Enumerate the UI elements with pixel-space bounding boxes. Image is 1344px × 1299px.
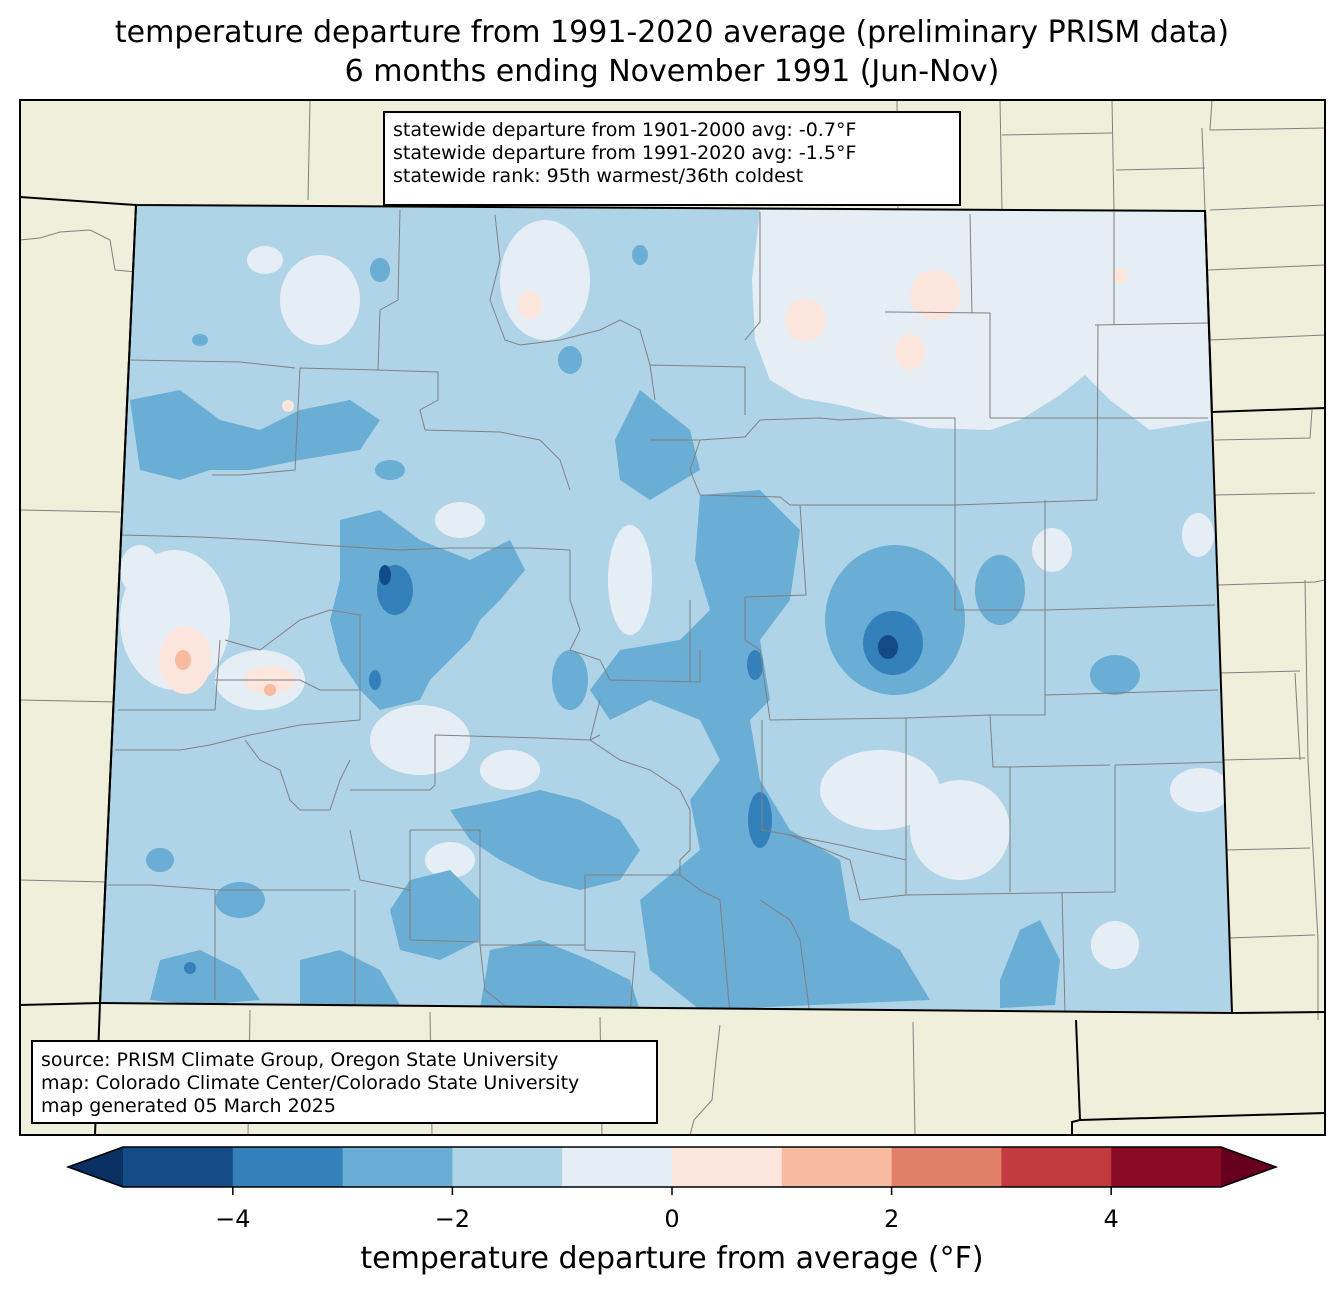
colorbar-bin-2 xyxy=(342,1147,453,1187)
credits-map: map: Colorado Climate Center/Colorado St… xyxy=(41,1072,580,1094)
colorbar-label: temperature departure from average (°F) xyxy=(360,1241,984,1276)
colorbar-bin-4 xyxy=(562,1147,673,1187)
colorbar-tick-label: 4 xyxy=(1103,1205,1119,1233)
colorbar-tick-label: 2 xyxy=(883,1205,900,1233)
colorbar-tick-label: 0 xyxy=(664,1205,680,1233)
credits-box: source: PRISM Climate Group, Oregon Stat… xyxy=(31,1040,658,1124)
colorbar-bin-7 xyxy=(891,1147,1002,1187)
credits-generated: map generated 05 March 2025 xyxy=(41,1095,336,1117)
temperature-field xyxy=(100,205,1232,1013)
colorbar-bin-3 xyxy=(452,1147,563,1187)
colorbar-under-arrow xyxy=(68,1147,123,1187)
colorbar-bin-8 xyxy=(1001,1147,1112,1187)
stats-line-1901-2000: statewide departure from 1901-2000 avg: … xyxy=(393,119,857,141)
colorbar-bin-9 xyxy=(1111,1147,1222,1187)
colorbar-bin-0 xyxy=(123,1147,234,1187)
stats-line-rank: statewide rank: 95th warmest/36th coldes… xyxy=(393,165,804,187)
credits-source: source: PRISM Climate Group, Oregon Stat… xyxy=(41,1049,559,1071)
map-title: temperature departure from 1991-2020 ave… xyxy=(114,15,1230,50)
statewide-stats-box: statewide departure from 1901-2000 avg: … xyxy=(383,111,961,206)
colorbar-bin-5 xyxy=(672,1147,783,1187)
colorbar-bin-1 xyxy=(232,1147,344,1187)
colorbar-tick-label: −4 xyxy=(215,1205,251,1233)
colorbar-outline xyxy=(65,1146,1279,1188)
map-frame xyxy=(19,99,1326,1136)
colorbar xyxy=(65,1146,1279,1195)
colorbar-over-arrow xyxy=(1221,1147,1276,1187)
county-lines xyxy=(108,209,1226,1013)
stats-line-1991-2020: statewide departure from 1991-2020 avg: … xyxy=(393,142,857,164)
colorbar-bin-6 xyxy=(781,1147,893,1187)
map-subtitle: 6 months ending November 1991 (Jun-Nov) xyxy=(344,54,1000,89)
colorbar-tick-label: −2 xyxy=(434,1205,471,1233)
